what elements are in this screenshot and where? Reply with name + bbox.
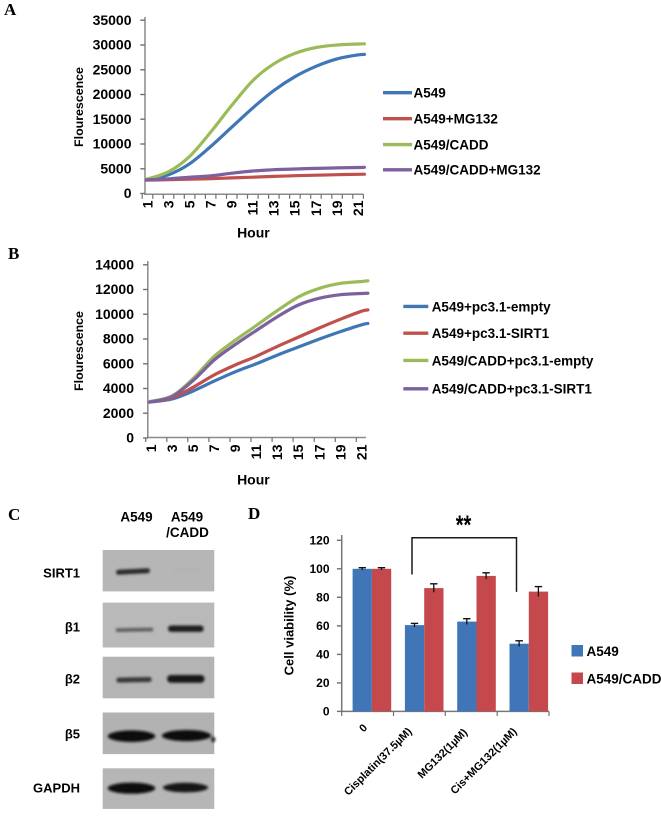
svg-text:A549: A549 — [587, 644, 619, 659]
svg-text:6000: 6000 — [103, 355, 134, 371]
svg-text:15: 15 — [290, 444, 306, 460]
svg-text:15: 15 — [287, 200, 303, 216]
svg-text:21: 21 — [350, 200, 366, 216]
svg-text:2000: 2000 — [103, 405, 134, 421]
svg-text:A549/CADD+MG132: A549/CADD+MG132 — [414, 163, 541, 178]
svg-text:80: 80 — [316, 591, 330, 605]
svg-text:Hour: Hour — [237, 225, 270, 241]
svg-text:Hour: Hour — [237, 472, 270, 488]
svg-text:17: 17 — [308, 200, 324, 216]
svg-text:Flourescence: Flourescence — [72, 311, 86, 391]
svg-text:12000: 12000 — [95, 281, 134, 297]
svg-text:11: 11 — [248, 444, 264, 459]
svg-text:A549: A549 — [120, 510, 152, 525]
svg-text:5000: 5000 — [100, 160, 131, 176]
svg-text:0: 0 — [323, 705, 330, 719]
svg-text:9: 9 — [224, 200, 240, 208]
svg-text:4000: 4000 — [103, 380, 134, 396]
svg-text:100: 100 — [309, 562, 329, 576]
svg-text:0: 0 — [357, 722, 370, 735]
svg-text:20: 20 — [316, 676, 330, 690]
svg-text:40: 40 — [316, 648, 330, 662]
svg-text:A549+pc3.1-empty: A549+pc3.1-empty — [432, 299, 551, 314]
svg-text:Cisplatin(37.5µM): Cisplatin(37.5µM) — [342, 725, 415, 798]
svg-text:7: 7 — [206, 444, 222, 452]
svg-text:60: 60 — [316, 619, 330, 633]
svg-text:10000: 10000 — [93, 136, 132, 152]
svg-text:17: 17 — [311, 444, 327, 460]
svg-text:15000: 15000 — [93, 111, 132, 127]
svg-text:19: 19 — [329, 200, 345, 216]
svg-text:SIRT1: SIRT1 — [43, 566, 80, 581]
svg-text:A549: A549 — [171, 510, 203, 525]
svg-text:1: 1 — [139, 200, 155, 208]
svg-text:11: 11 — [245, 200, 261, 215]
svg-text:β5: β5 — [65, 727, 80, 742]
svg-text:0: 0 — [124, 185, 132, 201]
svg-text:13: 13 — [269, 444, 285, 460]
svg-text:25000: 25000 — [93, 62, 132, 78]
svg-text:Flourescence: Flourescence — [72, 67, 86, 147]
svg-text:A549/CADD+pc3.1-empty: A549/CADD+pc3.1-empty — [432, 353, 594, 368]
svg-text:9: 9 — [227, 444, 243, 452]
svg-text:3: 3 — [164, 444, 180, 452]
svg-text:30000: 30000 — [93, 37, 132, 53]
svg-text:β1: β1 — [65, 620, 80, 635]
svg-text:A549/CADD: A549/CADD — [587, 671, 661, 686]
svg-text:14000: 14000 — [95, 256, 134, 272]
svg-text:35000: 35000 — [93, 12, 132, 28]
svg-text:A549/CADD: A549/CADD — [414, 138, 489, 153]
svg-text:MG132(1µM): MG132(1µM) — [416, 726, 471, 781]
svg-text:GAPDH: GAPDH — [33, 781, 80, 796]
svg-text:A549/CADD+pc3.1-SIRT1: A549/CADD+pc3.1-SIRT1 — [432, 382, 593, 397]
svg-text:A549+MG132: A549+MG132 — [414, 112, 498, 127]
svg-text:10000: 10000 — [95, 306, 134, 322]
svg-text:13: 13 — [266, 200, 282, 216]
svg-text:β2: β2 — [65, 672, 80, 687]
svg-text:8000: 8000 — [103, 331, 134, 347]
svg-text:Cell viability (%): Cell viability (%) — [282, 576, 297, 676]
svg-text:20000: 20000 — [93, 86, 132, 102]
svg-text:120: 120 — [309, 534, 329, 548]
svg-text:7: 7 — [203, 200, 219, 208]
svg-text:1: 1 — [143, 444, 159, 452]
svg-text:19: 19 — [332, 444, 348, 460]
svg-text:A549+pc3.1-SIRT1: A549+pc3.1-SIRT1 — [432, 326, 550, 341]
svg-text:3: 3 — [160, 200, 176, 208]
svg-text:0: 0 — [126, 430, 134, 446]
svg-text:5: 5 — [181, 200, 197, 208]
svg-text:**: ** — [456, 510, 472, 541]
svg-text:A549: A549 — [414, 86, 446, 101]
svg-text:5: 5 — [185, 444, 201, 452]
svg-text:21: 21 — [353, 444, 369, 460]
svg-text:/CADD: /CADD — [166, 525, 209, 540]
